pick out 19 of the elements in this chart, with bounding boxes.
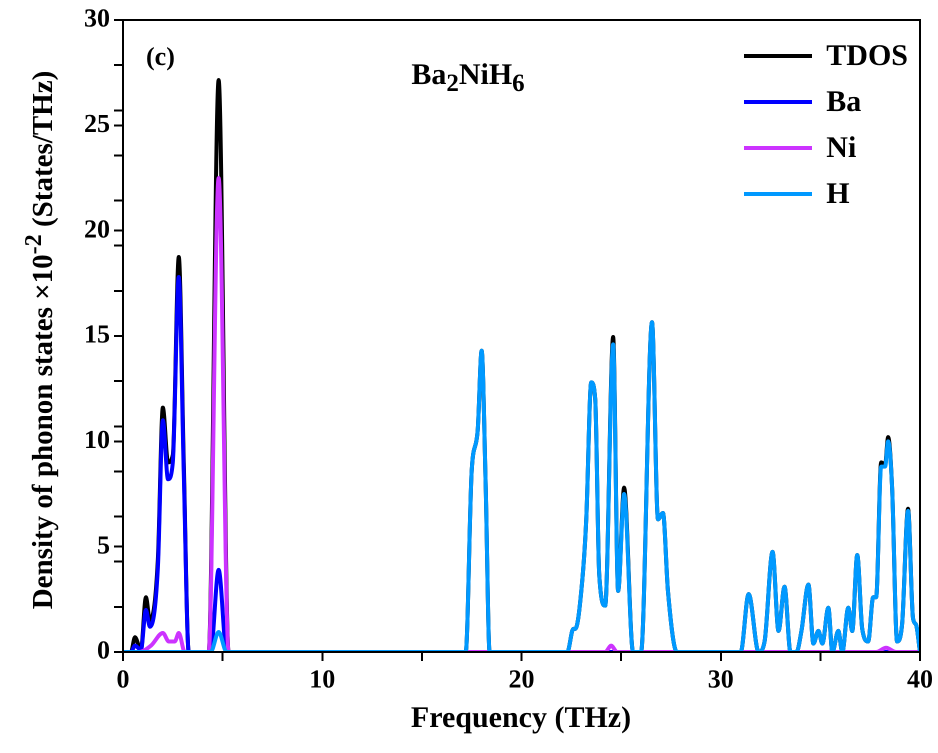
y-tick-label: 0: [97, 636, 110, 665]
legend-label: Ba: [826, 85, 862, 119]
legend-label: Ni: [826, 131, 856, 165]
x-tick-label: 0: [116, 664, 130, 694]
x-tick-label: 30: [708, 664, 734, 694]
x-tick-label: 10: [309, 664, 336, 694]
y-tick-label: 5: [97, 530, 110, 560]
y-tick-label: 15: [84, 320, 110, 349]
y-tick-label: 10: [84, 425, 110, 454]
x-axis-title: Frequency (THz): [410, 701, 632, 735]
legend-label: TDOS: [826, 39, 908, 73]
y-tick-label: 25: [84, 109, 110, 138]
annotation: (c): [146, 42, 175, 72]
y-tick-label: 30: [84, 4, 110, 33]
legend-label: H: [826, 177, 850, 211]
y-tick-label: 20: [84, 214, 110, 244]
x-tick-label: 40: [907, 664, 933, 694]
x-tick-label: 20: [508, 664, 534, 694]
text: Ba$_{2}$NiH$_{6}$: [411, 58, 525, 98]
